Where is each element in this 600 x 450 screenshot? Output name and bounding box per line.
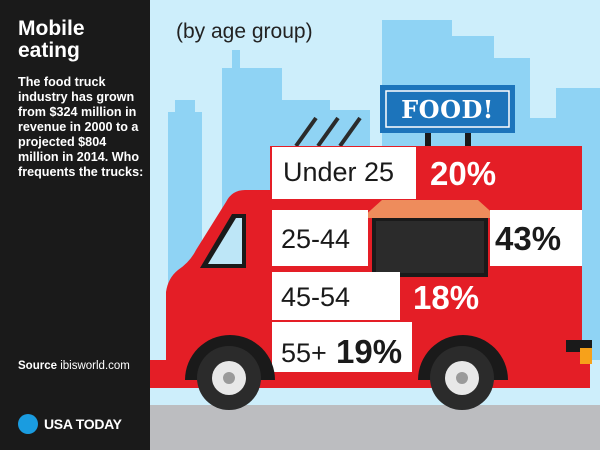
food-sign xyxy=(380,85,515,147)
age-label-panels xyxy=(272,147,582,372)
source-value: ibisworld.com xyxy=(60,360,130,372)
food-sign-text: FOOD! xyxy=(401,94,494,124)
panel-55-plus xyxy=(272,322,412,372)
category-label-55-plus: 55+ xyxy=(281,338,327,368)
infographic-title: Mobile eating xyxy=(18,17,85,62)
category-label-45-54: 45-54 xyxy=(281,282,351,312)
value-label-under-25: 20% xyxy=(430,155,497,192)
infographic-description: The food truck industry has grown from $… xyxy=(18,75,144,179)
panel-43-value xyxy=(490,210,582,266)
value-label-55-plus: 19% xyxy=(336,333,403,370)
chart-subtitle: (by age group) xyxy=(176,20,313,43)
source-label: Source xyxy=(18,360,57,372)
logo-text: USA TODAY xyxy=(44,416,122,432)
serving-window xyxy=(362,200,498,277)
sidebar: Mobile eating The food truck industry ha… xyxy=(0,0,150,450)
source-credit: Source ibisworld.com xyxy=(18,360,130,372)
road xyxy=(150,405,600,450)
panel-under-25 xyxy=(272,147,416,199)
usa-today-logo: USA TODAY xyxy=(18,414,122,434)
value-label-45-54: 18% xyxy=(413,279,480,316)
roof-rack xyxy=(294,116,362,148)
food-truck-illustration xyxy=(150,20,600,450)
logo-dot-icon xyxy=(18,414,38,434)
panel-45-54 xyxy=(272,272,400,320)
panel-25-44 xyxy=(272,210,368,266)
value-label-25-44: 43% xyxy=(495,220,562,257)
front-wheel xyxy=(185,335,275,410)
category-label-under-25: Under 25 xyxy=(283,157,395,187)
category-label-25-44: 25-44 xyxy=(281,224,351,254)
rear-wheel xyxy=(418,335,508,410)
